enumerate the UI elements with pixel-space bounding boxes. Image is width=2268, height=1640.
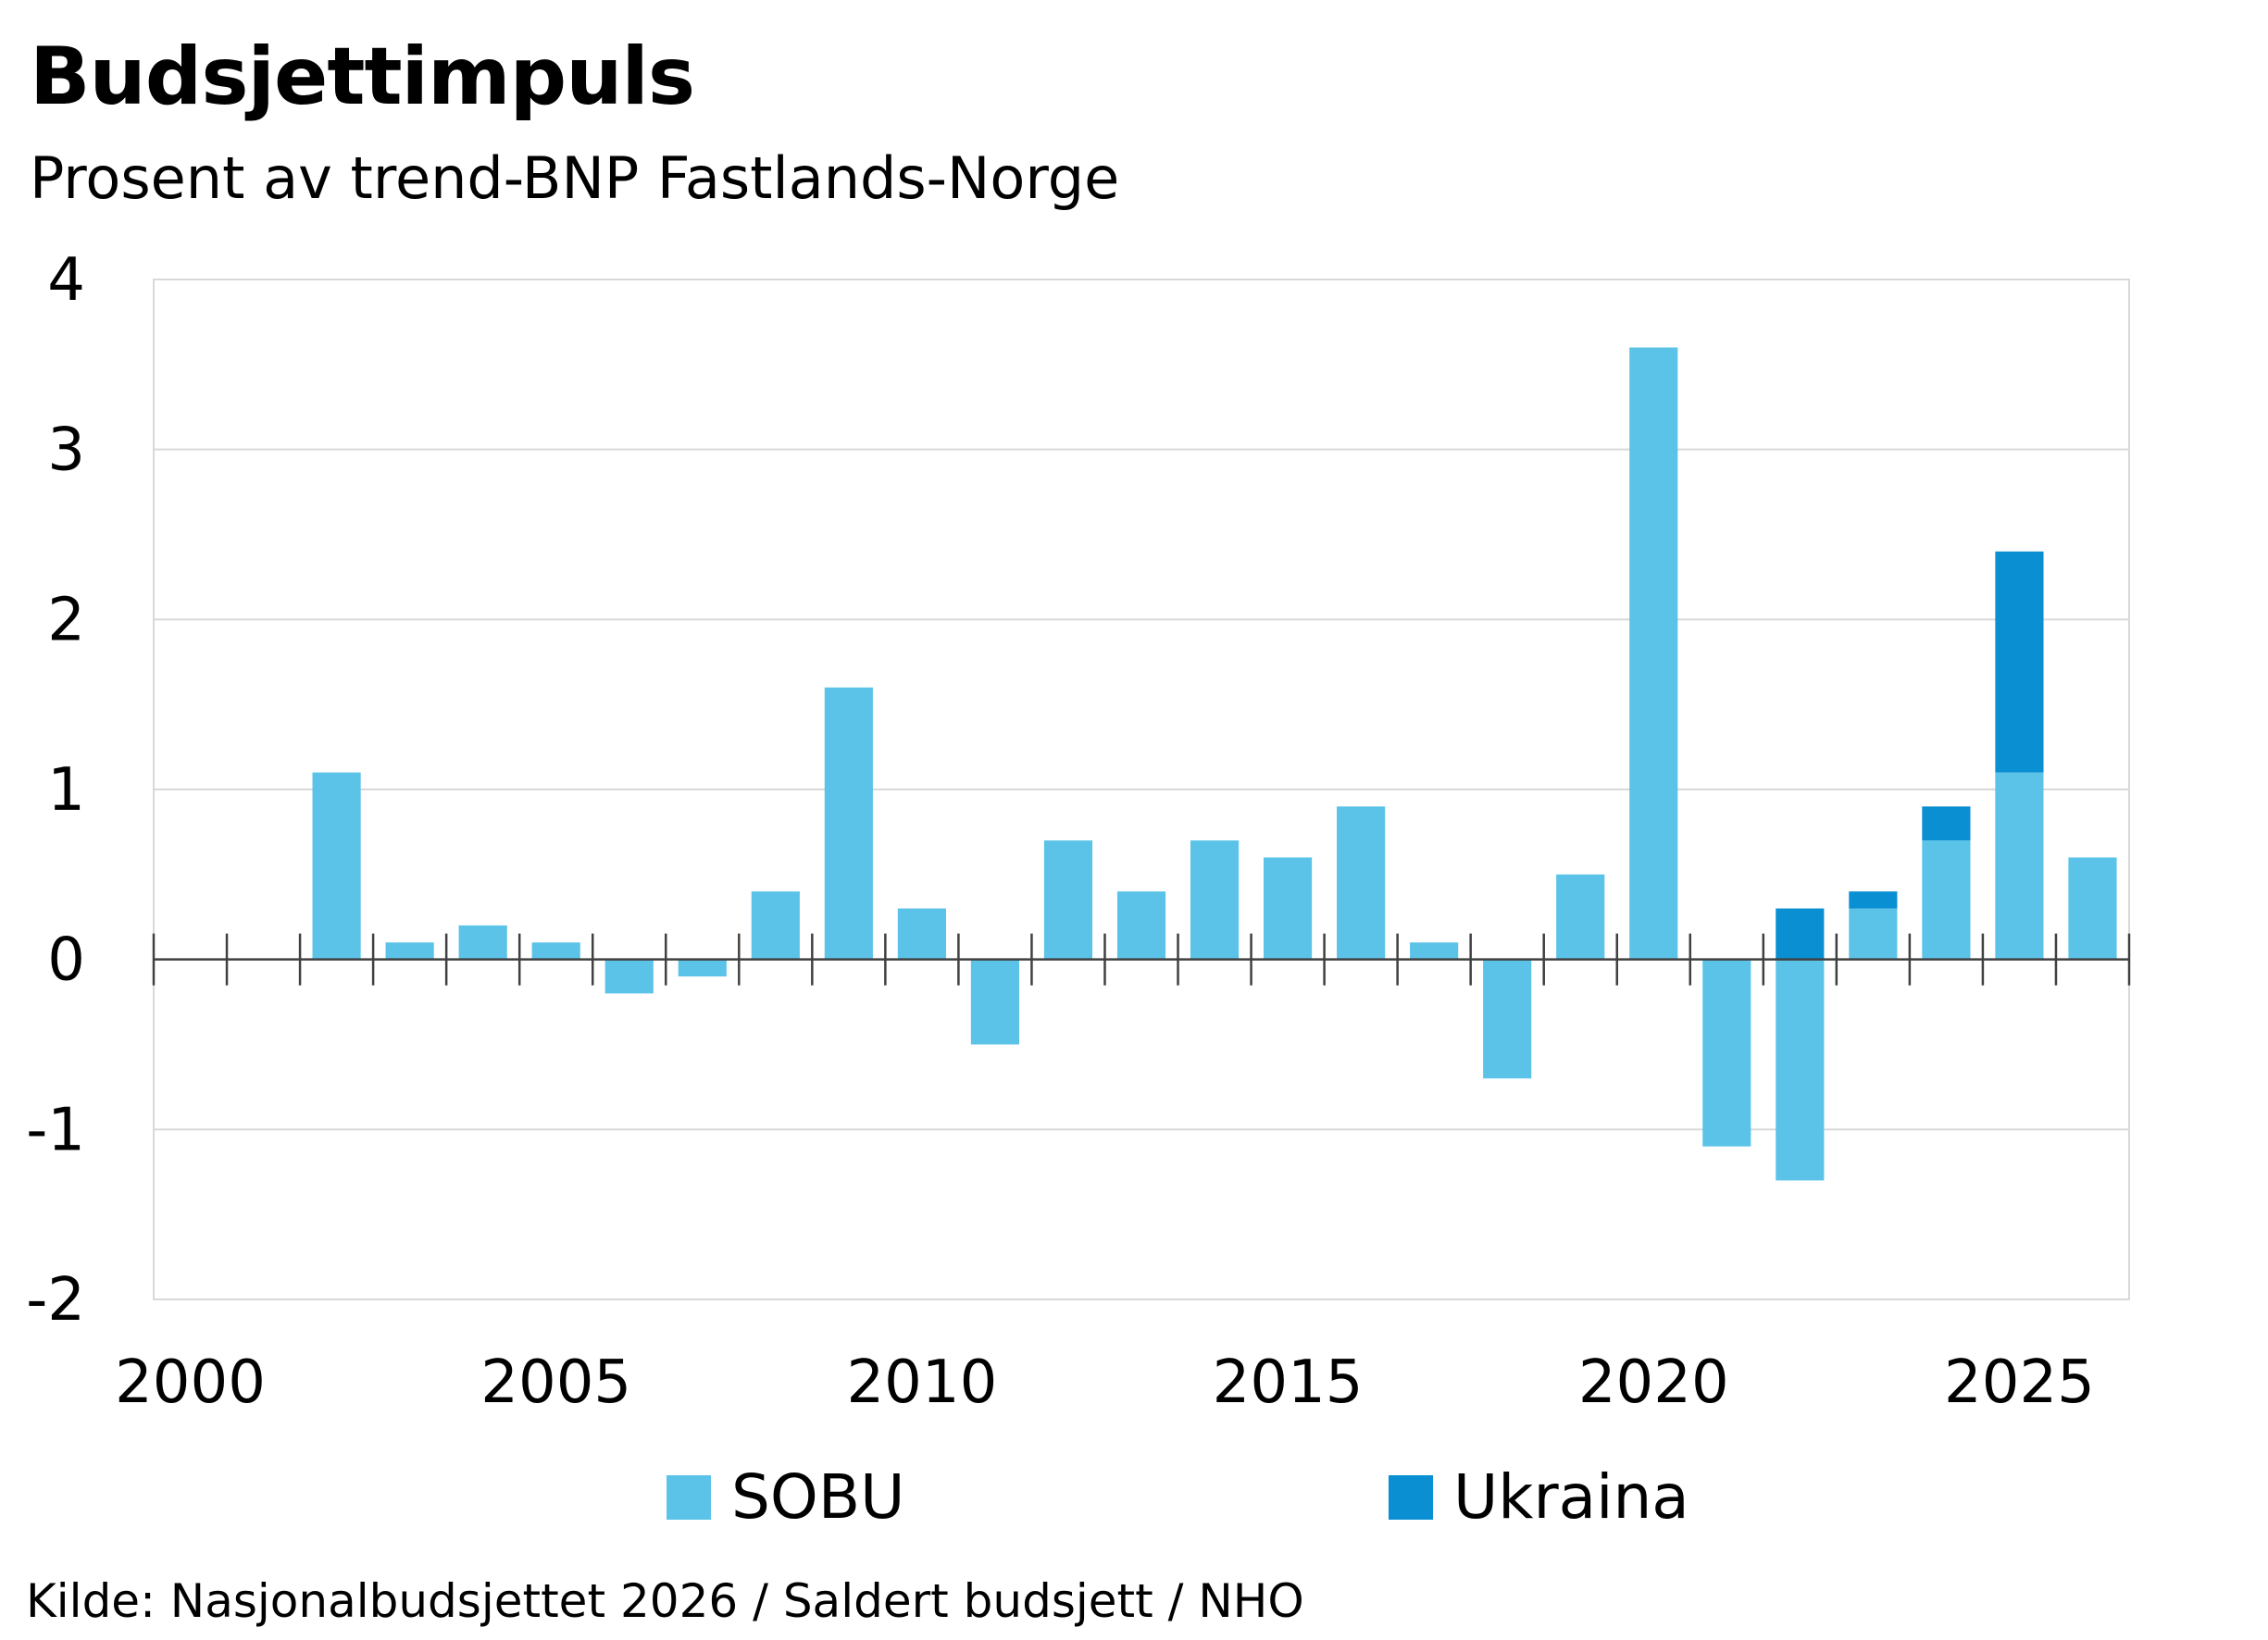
bar-sobu-2019	[1556, 874, 1605, 960]
bar-sobu-2009	[824, 687, 873, 960]
bar-sobu-2007	[678, 959, 727, 977]
legend-swatch-ukraina	[1389, 1475, 1433, 1520]
y-tick-label: 0	[47, 926, 85, 995]
bars	[312, 347, 2117, 1181]
x-tick-label: 2020	[1578, 1348, 1729, 1417]
bar-ukraina-2022	[1776, 908, 1825, 960]
bar-sobu-2002	[312, 772, 361, 960]
y-tick-label: 4	[47, 246, 85, 315]
legend-label-ukraina: Ukraina	[1453, 1461, 1689, 1533]
legend-item-sobu: SOBU	[667, 1467, 904, 1528]
bar-sobu-2025	[1995, 772, 2044, 960]
bar-sobu-2008	[751, 891, 800, 960]
bar-sobu-2003	[385, 942, 434, 960]
y-tick-label: 1	[47, 756, 85, 825]
chart-subtitle: Prosent av trend-BNP Fastlands-Norge	[30, 144, 1120, 212]
x-tick-label: 2005	[480, 1348, 631, 1417]
bar-sobu-2017	[1410, 942, 1459, 960]
bar-sobu-2005	[531, 942, 580, 960]
x-tick-label: 2025	[1944, 1348, 2095, 1417]
bar-sobu-2018	[1483, 959, 1532, 1079]
bar-sobu-2016	[1337, 806, 1386, 960]
y-tick-label: -2	[26, 1266, 85, 1335]
bar-ukraina-2024	[1922, 806, 1971, 841]
bar-ukraina-2025	[1995, 551, 2044, 773]
bar-sobu-2022	[1776, 959, 1825, 1181]
legend-item-ukraina: Ukraina	[1389, 1467, 1689, 1528]
y-tick-label: -1	[26, 1096, 85, 1164]
bar-sobu-2015	[1263, 857, 1313, 960]
bar-sobu-2021	[1702, 959, 1751, 1147]
bar-sobu-2006	[604, 959, 654, 994]
bar-sobu-2020	[1629, 347, 1678, 960]
chart-title: Budsjettimpuls	[30, 31, 695, 123]
bar-sobu-2004	[458, 925, 507, 960]
x-tick-label: 2010	[846, 1348, 997, 1417]
y-tick-label: 3	[47, 416, 85, 485]
x-tick-label: 2000	[115, 1348, 266, 1417]
bar-sobu-2013	[1116, 891, 1166, 960]
x-tick-label: 2015	[1213, 1348, 1364, 1417]
bar-sobu-2014	[1190, 840, 1240, 960]
y-tick-label: 2	[47, 586, 85, 654]
grid-lines	[154, 448, 2129, 1131]
bar-sobu-2026	[2068, 857, 2117, 960]
bar-sobu-2010	[897, 908, 946, 960]
bar-ukraina-2023	[1849, 891, 1898, 909]
source-note: Kilde: Nasjonalbudsjettet 2026 / Saldert…	[26, 1574, 1304, 1628]
legend-swatch-sobu	[667, 1475, 711, 1520]
bar-sobu-2012	[1043, 840, 1093, 960]
x-tick-labels: 2000 2005 2010 2015 2020 2025	[115, 1348, 2095, 1417]
bar-sobu-2023	[1849, 908, 1898, 960]
bar-sobu-2024	[1922, 840, 1971, 960]
y-tick-labels: 4 3 2 1 0 -1 -2	[26, 246, 85, 1335]
legend-label-sobu: SOBU	[731, 1461, 905, 1533]
x-axis	[152, 933, 2131, 986]
bar-sobu-2011	[970, 959, 1020, 1045]
